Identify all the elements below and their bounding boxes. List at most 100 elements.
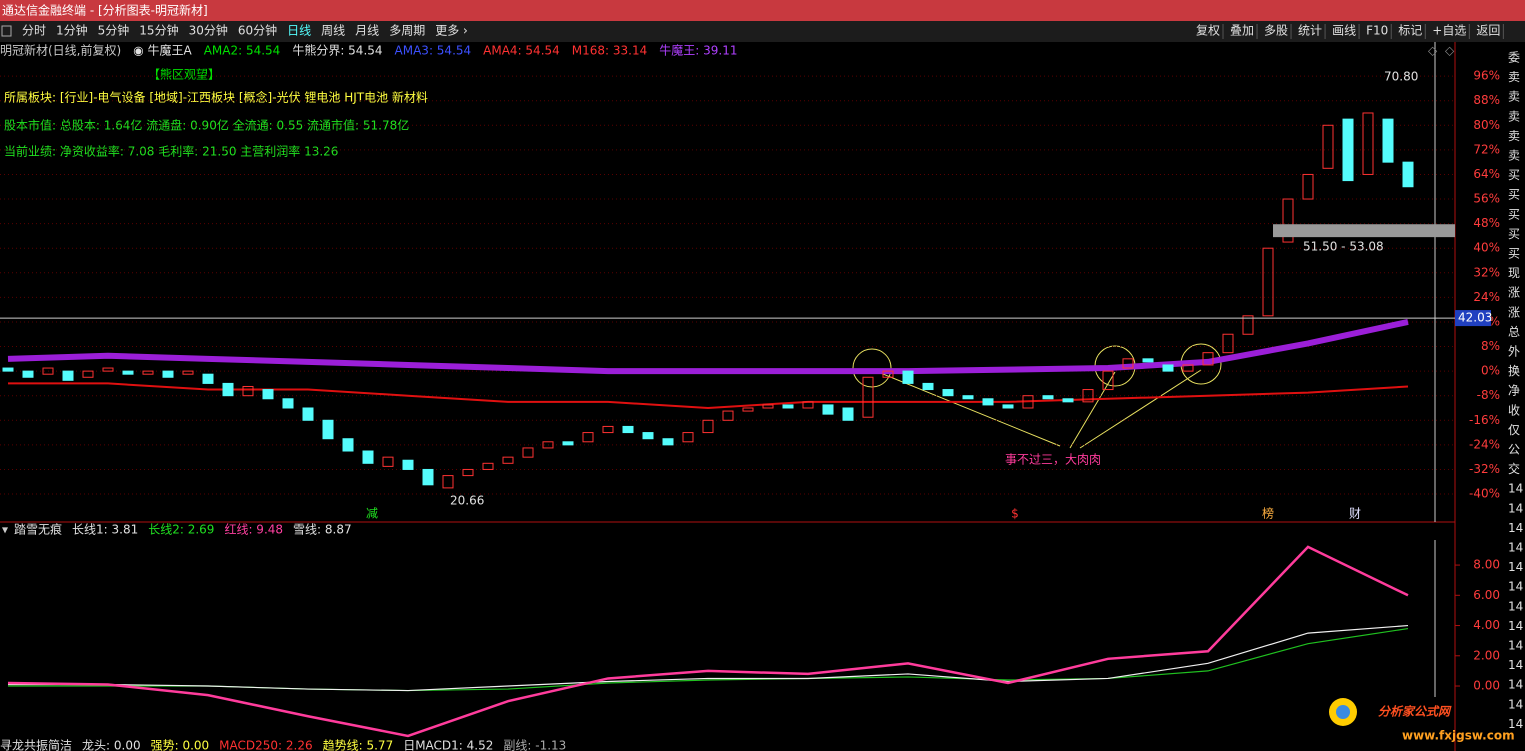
- period-tab[interactable]: 分时: [22, 24, 46, 38]
- candle: [302, 407, 314, 421]
- y-tick-label: 8.00: [1473, 558, 1500, 572]
- low-label: 20.66: [450, 494, 484, 508]
- side-label: 14: [1508, 678, 1523, 692]
- candle: [122, 370, 134, 375]
- candle: [422, 468, 434, 486]
- candle: [862, 376, 874, 418]
- icon[interactable]: ◇: [1428, 44, 1438, 58]
- info-item: 寻龙共振简洁: [0, 739, 72, 751]
- y-tick-label: -8%: [1477, 388, 1500, 402]
- period-tab[interactable]: 60分钟: [238, 23, 277, 38]
- moving-average: [7, 319, 1409, 375]
- info-item: 长线2: 2.69: [148, 523, 214, 537]
- candle: [762, 404, 774, 409]
- icon[interactable]: ◇: [1445, 44, 1455, 58]
- side-label: 交: [1508, 461, 1520, 476]
- candle: [402, 459, 414, 470]
- toolbar-icon[interactable]: [1, 25, 12, 37]
- toolbar-button[interactable]: 复权: [1196, 24, 1220, 38]
- annotation: 事不过三，大肉肉: [1005, 453, 1101, 467]
- candle: [262, 389, 274, 400]
- y-tick-label: 32%: [1473, 265, 1500, 279]
- candle: [602, 425, 614, 434]
- toolbar-button[interactable]: +自选: [1432, 24, 1466, 38]
- candle: [1022, 395, 1034, 409]
- candle: [582, 432, 594, 443]
- side-label: 委: [1508, 51, 1520, 65]
- info-item: 雪线: 8.87: [293, 523, 352, 537]
- side-label: 换: [1508, 364, 1520, 378]
- candle: [542, 441, 554, 449]
- toolbar-button[interactable]: 返回: [1476, 24, 1500, 38]
- toolbar-button[interactable]: 统计: [1298, 24, 1322, 38]
- note: 股本市值: 总股本: 1.64亿 流通盘: 0.90亿 全流通: 0.55 流通…: [4, 118, 409, 133]
- side-label: 卖: [1508, 90, 1520, 104]
- candle: [1162, 364, 1174, 372]
- candle: [202, 373, 214, 384]
- watermark-url: www.fxjgsw.com: [1402, 729, 1515, 743]
- candle: [442, 475, 454, 489]
- period-tab[interactable]: 更多 ›: [435, 24, 468, 38]
- candle: [82, 370, 94, 378]
- toolbar-button[interactable]: 画线: [1332, 24, 1356, 38]
- y-tick-label: -24%: [1469, 437, 1500, 451]
- side-label: 买: [1508, 188, 1520, 202]
- candle: [782, 404, 794, 409]
- candle: [2, 367, 14, 372]
- candle: [722, 410, 734, 421]
- side-label: 现: [1508, 266, 1520, 280]
- event-marker[interactable]: $: [1011, 507, 1019, 521]
- y-tick-label: 48%: [1473, 216, 1500, 230]
- toolbar-button[interactable]: F10: [1366, 24, 1388, 38]
- side-label: 14: [1508, 501, 1523, 515]
- event-marker[interactable]: 榜: [1262, 506, 1274, 521]
- info-item: 日MACD1: 4.52: [403, 739, 493, 751]
- candle: [622, 425, 634, 434]
- candle: [1322, 124, 1334, 169]
- candle: [1382, 118, 1394, 163]
- info-item: 强势: 0.00: [151, 739, 210, 751]
- arrow-line: [877, 371, 1061, 447]
- side-label: 14: [1508, 482, 1523, 496]
- candle: [1142, 358, 1154, 363]
- y-tick-label: 88%: [1473, 93, 1500, 107]
- candle: [822, 404, 834, 415]
- period-tab[interactable]: 日线: [287, 24, 311, 38]
- side-label: 14: [1508, 619, 1523, 633]
- side-label: 净: [1508, 384, 1520, 398]
- side-label: 买: [1508, 227, 1520, 241]
- side-label: 14: [1508, 521, 1523, 535]
- event-marker[interactable]: 减: [366, 507, 378, 521]
- candle: [962, 395, 974, 400]
- candle: [1082, 389, 1094, 403]
- period-tab[interactable]: 30分钟: [189, 23, 228, 38]
- toolbar: [0, 21, 1525, 42]
- candle: [242, 385, 254, 397]
- candle: [882, 370, 894, 378]
- period-tab[interactable]: 15分钟: [139, 23, 178, 38]
- y-tick-label: 2.00: [1473, 648, 1500, 662]
- side-label: 买: [1508, 247, 1520, 261]
- high-label: 70.80: [1384, 70, 1418, 84]
- toolbar-button[interactable]: 标记: [1398, 24, 1422, 38]
- candle: [642, 432, 654, 440]
- toolbar-button[interactable]: 叠加: [1230, 24, 1254, 38]
- toolbar-button[interactable]: 多股: [1264, 24, 1288, 38]
- period-tab[interactable]: 5分钟: [98, 23, 130, 38]
- candle: [1202, 352, 1214, 366]
- period-tab[interactable]: 1分钟: [56, 23, 88, 38]
- moving-average: [8, 382, 1409, 409]
- period-tab[interactable]: 月线: [355, 24, 379, 38]
- event-marker[interactable]: 财: [1349, 507, 1361, 521]
- candle: [1242, 315, 1254, 335]
- crosshair-box: [1455, 310, 1491, 327]
- candle: [42, 367, 54, 375]
- y-tick-label: 80%: [1473, 118, 1500, 132]
- candle: [1002, 404, 1014, 409]
- period-tab[interactable]: 多周期: [389, 24, 425, 38]
- info-item: 龙头: 0.00: [82, 739, 141, 751]
- side-label: 涨: [1508, 285, 1520, 300]
- crosshair-label: 42.03: [1458, 311, 1492, 325]
- candle: [982, 398, 994, 406]
- period-tab[interactable]: 周线: [321, 24, 345, 38]
